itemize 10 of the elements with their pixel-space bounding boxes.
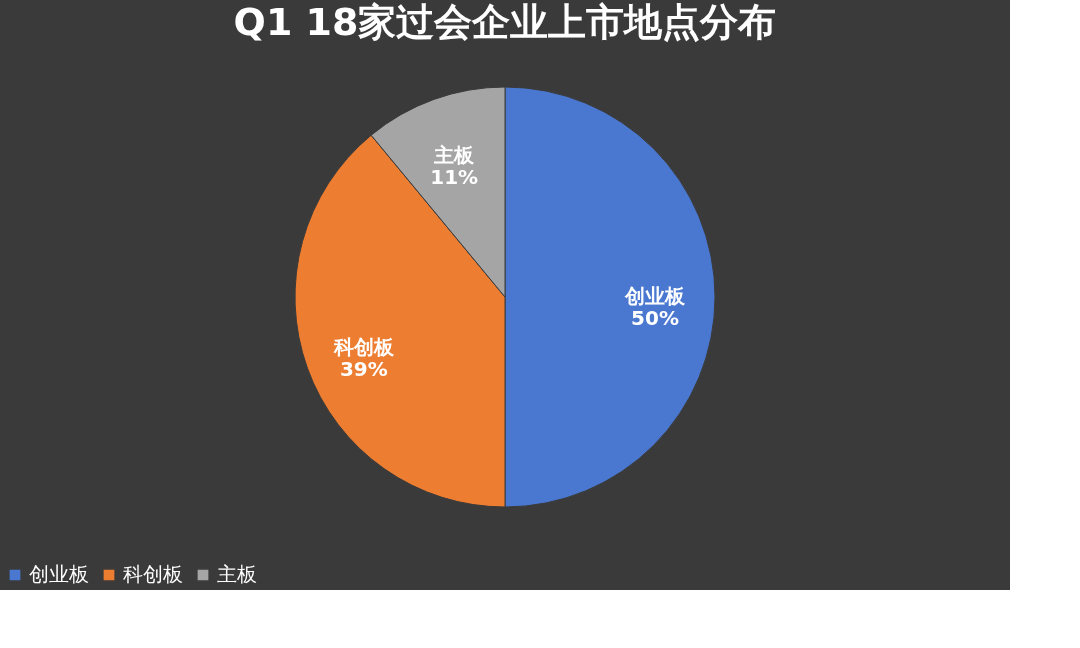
slice-label: 科创板 bbox=[332, 334, 395, 359]
legend-label: 科创板 bbox=[123, 562, 183, 586]
data-label: 11% bbox=[430, 164, 479, 189]
legend-label: 创业板 bbox=[29, 562, 89, 586]
slice-label: 创业板 bbox=[624, 284, 686, 308]
chart-title: Q1 18家过会企业上市地点分布 bbox=[233, 0, 777, 44]
legend-label: 主板 bbox=[217, 562, 257, 586]
data-label: 50% bbox=[631, 306, 679, 330]
data-label: 39% bbox=[339, 356, 388, 381]
slice-label: 主板 bbox=[433, 142, 476, 167]
